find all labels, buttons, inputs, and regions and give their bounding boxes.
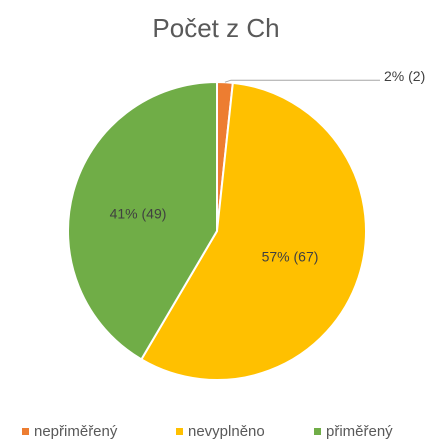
legend-swatch xyxy=(22,428,29,435)
legend-label: nepřiměřený xyxy=(34,423,118,440)
data-label: 2% (2) xyxy=(384,68,425,84)
data-label: 57% (67) xyxy=(262,249,319,265)
legend-label: nevyplněno xyxy=(188,423,265,440)
leader-line xyxy=(224,79,380,83)
chart-title: Počet z Ch xyxy=(152,13,279,43)
legend-swatch xyxy=(314,428,321,435)
legend-label: přiměřený xyxy=(326,423,393,440)
pie-slice xyxy=(139,81,367,381)
legend-swatch xyxy=(176,428,183,435)
data-label: 41% (49) xyxy=(110,206,167,222)
pie-slice xyxy=(67,80,218,361)
